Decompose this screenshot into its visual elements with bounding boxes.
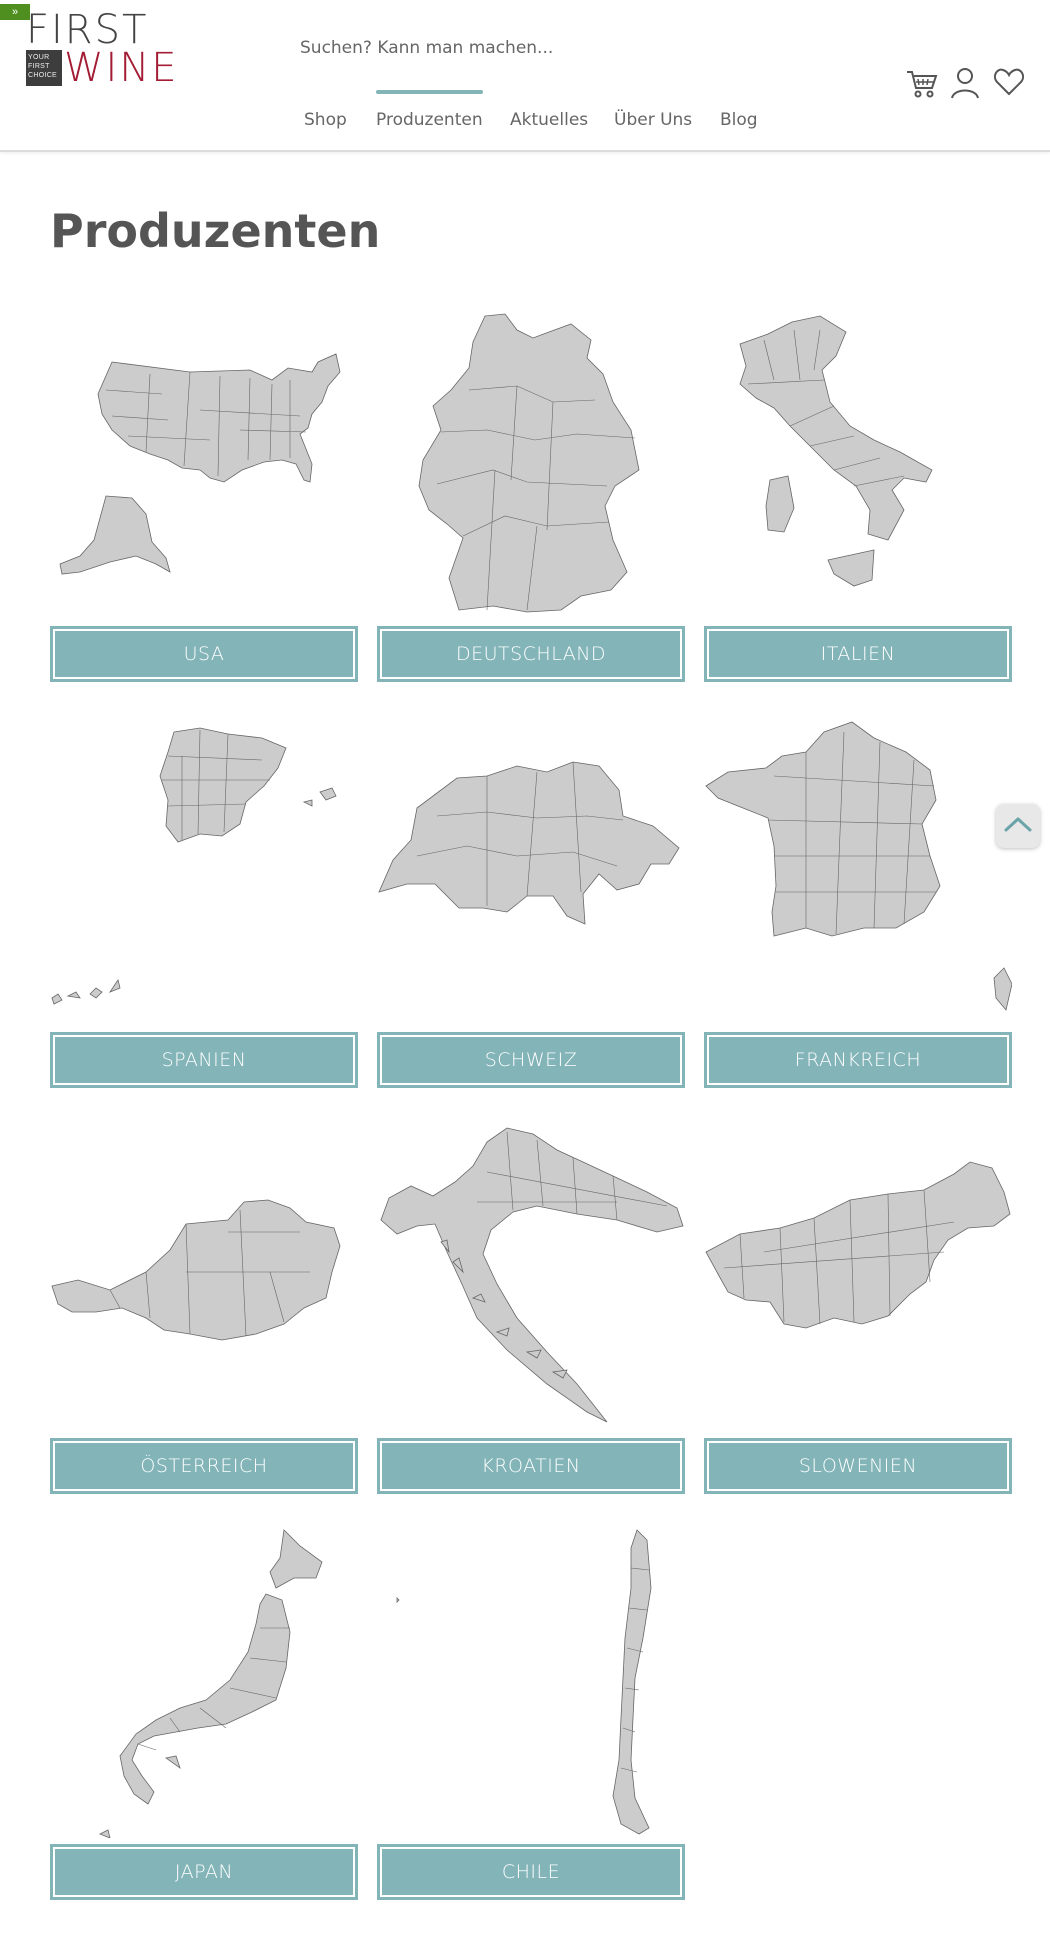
chile-map[interactable]	[377, 1528, 685, 1838]
country-button[interactable]: FRANKREICH	[704, 1032, 1012, 1088]
logo-tagline-box: YOUR FIRST CHOICE	[26, 50, 62, 86]
italy-map[interactable]	[704, 310, 1012, 620]
logo-wine-text: WINE	[64, 45, 179, 91]
country-card-usa[interactable]: USA	[50, 310, 358, 682]
logo-tagline-line: FIRST	[28, 63, 50, 70]
japan-map[interactable]	[50, 1528, 358, 1838]
user-icon[interactable]	[949, 66, 981, 100]
site-header: » FIRST YOUR FIRST CHOICE WINE Shop Prod…	[0, 0, 1050, 152]
france-map[interactable]	[704, 716, 1012, 1026]
country-card-switzerland[interactable]: SCHWEIZ	[377, 716, 685, 1088]
country-button[interactable]: ÖSTERREICH	[50, 1438, 358, 1494]
country-card-spain[interactable]: SPANIEN	[50, 716, 358, 1088]
country-button[interactable]: SPANIEN	[50, 1032, 358, 1088]
switzerland-map[interactable]	[377, 716, 685, 1026]
page-title: Produzenten	[50, 204, 381, 258]
country-button[interactable]: SLOWENIEN	[704, 1438, 1012, 1494]
heart-icon[interactable]	[993, 66, 1025, 98]
sidebar-toggle-button[interactable]: »	[0, 4, 30, 20]
germany-map[interactable]	[377, 310, 685, 620]
country-card-germany[interactable]: DEUTSCHLAND	[377, 310, 685, 682]
country-button[interactable]: ITALIEN	[704, 626, 1012, 682]
country-button[interactable]: CHILE	[377, 1844, 685, 1900]
logo-first-text: FIRST	[26, 7, 149, 53]
scroll-to-top-button[interactable]	[996, 804, 1040, 848]
country-button[interactable]: USA	[50, 626, 358, 682]
country-button[interactable]: JAPAN	[50, 1844, 358, 1900]
spain-map[interactable]	[50, 716, 358, 1026]
country-button[interactable]: SCHWEIZ	[377, 1032, 685, 1088]
croatia-map[interactable]	[377, 1122, 685, 1432]
country-card-italy[interactable]: ITALIEN	[704, 310, 1012, 682]
slovenia-map[interactable]	[704, 1122, 1012, 1432]
country-button[interactable]: KROATIEN	[377, 1438, 685, 1494]
search-input[interactable]	[300, 32, 780, 64]
country-button[interactable]: DEUTSCHLAND	[377, 626, 685, 682]
country-card-japan[interactable]: JAPAN	[50, 1528, 358, 1900]
usa-map[interactable]	[50, 310, 358, 620]
country-card-france[interactable]: FRANKREICH	[704, 716, 1012, 1088]
nav-ueber-uns[interactable]: Über Uns	[614, 110, 693, 130]
header-icons	[905, 66, 1025, 102]
nav-blog[interactable]: Blog	[720, 110, 758, 130]
nav-aktuelles[interactable]: Aktuelles	[510, 110, 589, 130]
chevron-up-icon	[1004, 817, 1032, 832]
austria-map[interactable]	[50, 1122, 358, 1432]
logo-tagline-line: CHOICE	[28, 72, 58, 79]
country-card-croatia[interactable]: KROATIEN	[377, 1122, 685, 1494]
nav-produzenten[interactable]: Produzenten	[376, 90, 483, 130]
logo-tagline-line: YOUR	[28, 54, 50, 61]
nav-shop[interactable]: Shop	[304, 110, 347, 130]
country-card-austria[interactable]: ÖSTERREICH	[50, 1122, 358, 1494]
country-card-chile[interactable]: CHILE	[377, 1528, 685, 1900]
country-card-slovenia[interactable]: SLOWENIEN	[704, 1122, 1012, 1494]
cart-icon[interactable]	[905, 66, 939, 100]
site-logo[interactable]: FIRST YOUR FIRST CHOICE WINE	[26, 7, 177, 90]
